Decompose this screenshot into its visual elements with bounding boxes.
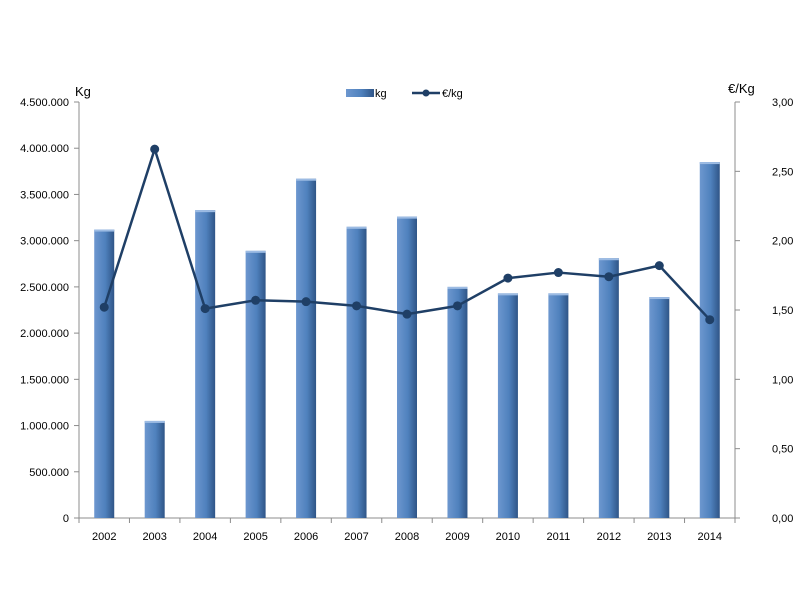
left-tick-label: 0 bbox=[63, 513, 69, 525]
x-tick-label: 2014 bbox=[698, 531, 722, 543]
x-tick-label: 2011 bbox=[547, 531, 571, 543]
legend: kg €/kg bbox=[346, 88, 463, 100]
bar-top-highlight bbox=[548, 293, 569, 296]
right-tick-label: 0,50 bbox=[772, 444, 793, 456]
left-tick-label: 1.000.000 bbox=[20, 421, 69, 433]
bar bbox=[699, 162, 720, 519]
right-tick-label: 2,50 bbox=[772, 166, 793, 178]
x-tick-label: 2002 bbox=[92, 531, 116, 543]
bar bbox=[245, 250, 266, 518]
bar-top-highlight bbox=[598, 258, 619, 261]
right-tick-label: 0,00 bbox=[772, 513, 793, 525]
legend-eurkg-marker bbox=[422, 89, 430, 97]
left-tick-label: 500.000 bbox=[29, 467, 69, 479]
legend-kg-swatch bbox=[346, 89, 374, 97]
line-point bbox=[503, 273, 513, 283]
bar bbox=[397, 216, 417, 518]
bar bbox=[296, 178, 317, 518]
line-point bbox=[301, 297, 311, 307]
bar-top-highlight bbox=[497, 293, 518, 296]
x-tick-label: 2013 bbox=[647, 531, 671, 543]
bar-top-highlight bbox=[346, 226, 367, 229]
line-point bbox=[99, 302, 109, 312]
bar-top-highlight bbox=[195, 210, 216, 213]
line-point bbox=[352, 301, 362, 311]
line-point bbox=[251, 295, 261, 305]
x-tick-label: 2007 bbox=[344, 531, 368, 543]
line-series-group bbox=[99, 144, 715, 325]
right-tick-label: 1,00 bbox=[772, 374, 793, 386]
bar-top-highlight bbox=[94, 229, 115, 232]
line-point bbox=[654, 261, 664, 271]
right-axis-title: €/Kg bbox=[728, 81, 755, 96]
bar bbox=[94, 229, 115, 518]
bar-top-highlight bbox=[245, 250, 266, 253]
left-tick-label: 1.500.000 bbox=[20, 374, 69, 386]
bar bbox=[346, 226, 367, 519]
bar-top-highlight bbox=[447, 286, 468, 289]
bar bbox=[144, 420, 165, 518]
bar-top-highlight bbox=[699, 162, 720, 165]
line-point bbox=[200, 304, 210, 314]
x-tick-label: 2005 bbox=[243, 531, 267, 543]
bar-top-highlight bbox=[397, 216, 417, 219]
right-tick-label: 1,50 bbox=[772, 305, 793, 317]
x-tick-label: 2004 bbox=[193, 531, 217, 543]
x-tick-label: 2010 bbox=[496, 531, 520, 543]
x-tick-label: 2009 bbox=[445, 531, 469, 543]
left-tick-label: 2.500.000 bbox=[20, 282, 69, 294]
x-tick-label: 2012 bbox=[597, 531, 621, 543]
bar-top-highlight bbox=[144, 420, 165, 423]
bar bbox=[649, 297, 670, 518]
line-point bbox=[553, 268, 563, 278]
bar bbox=[447, 286, 468, 518]
left-tick-label: 4.500.000 bbox=[20, 97, 69, 109]
legend-eurkg-label: €/kg bbox=[442, 88, 463, 100]
legend-kg-label: kg bbox=[375, 88, 387, 100]
line-point bbox=[705, 315, 715, 325]
bar bbox=[195, 210, 216, 518]
bar-top-highlight bbox=[296, 178, 317, 181]
left-tick-label: 3.000.000 bbox=[20, 236, 69, 248]
left-axis-title: Kg bbox=[75, 84, 91, 99]
bar-top-highlight bbox=[649, 297, 670, 300]
left-tick-label: 2.000.000 bbox=[20, 328, 69, 340]
left-tick-label: 4.000.000 bbox=[20, 143, 69, 155]
bar bbox=[497, 293, 518, 518]
line-point bbox=[452, 301, 462, 311]
bar-series-group bbox=[94, 162, 720, 519]
x-tick-label: 2008 bbox=[395, 531, 419, 543]
left-tick-label: 3.500.000 bbox=[20, 189, 69, 201]
right-tick-label: 3,00 bbox=[772, 97, 793, 109]
x-tick-label: 2006 bbox=[294, 531, 318, 543]
x-tick-label: 2003 bbox=[142, 531, 166, 543]
bar bbox=[548, 293, 569, 518]
line-point bbox=[402, 309, 412, 319]
line-point bbox=[150, 144, 160, 154]
labels-group: 0 500.000 1.000.000 1.500.000 2.000.000 2.500… bbox=[20, 81, 793, 543]
line-point bbox=[604, 272, 614, 282]
bar bbox=[598, 258, 619, 518]
right-tick-label: 2,00 bbox=[772, 236, 793, 248]
